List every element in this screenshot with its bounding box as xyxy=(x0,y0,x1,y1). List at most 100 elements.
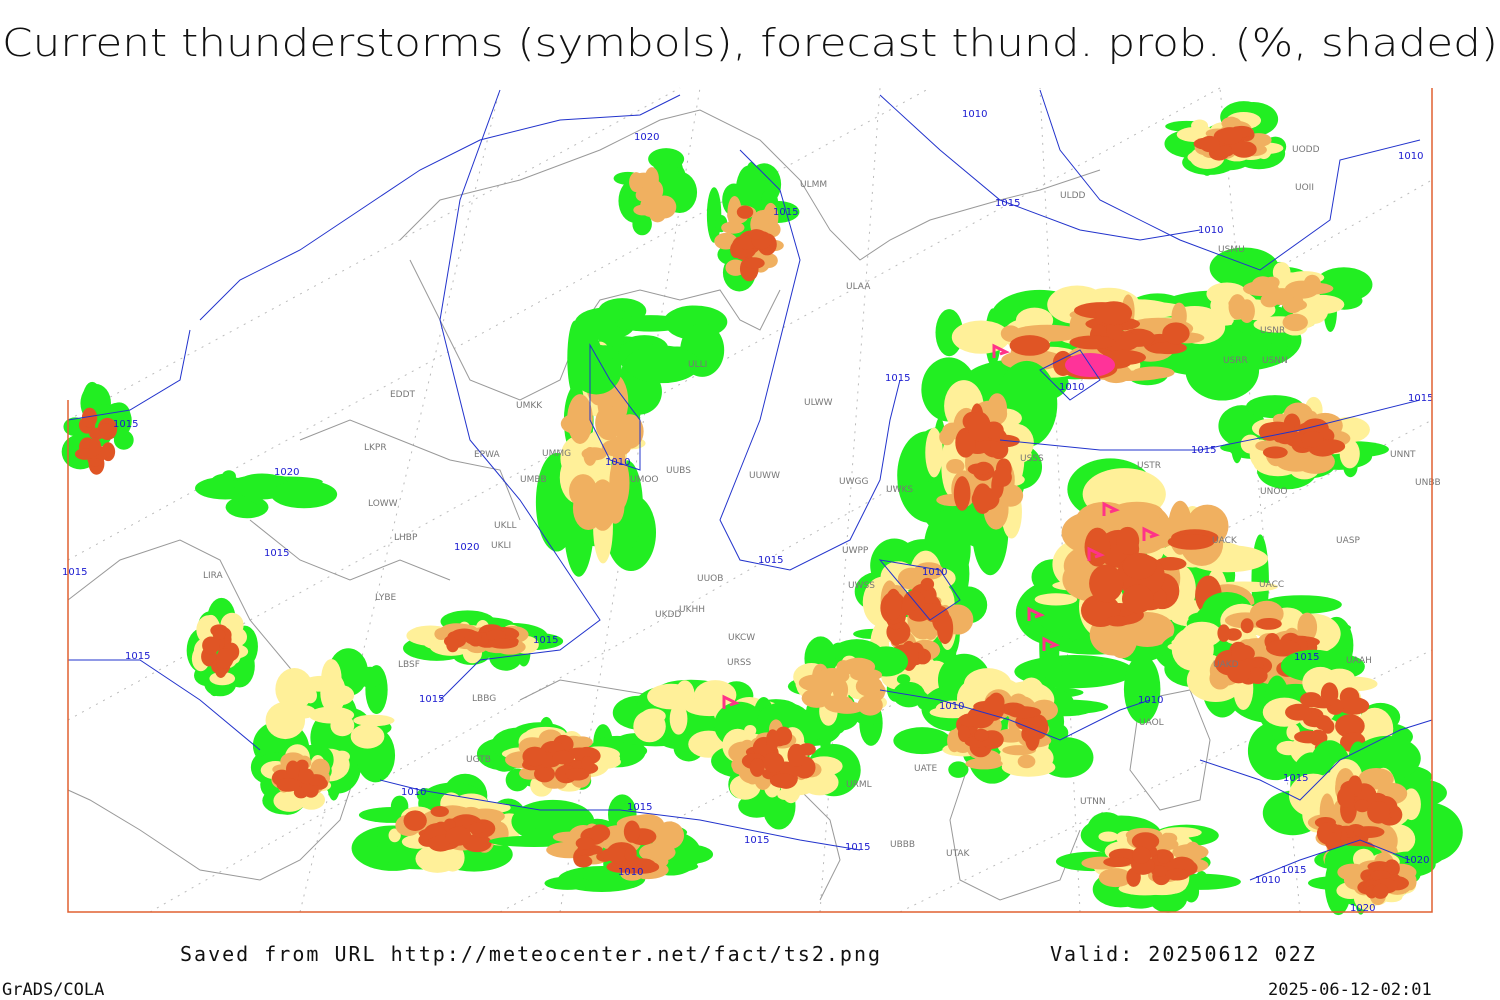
isobar-label: 1020 xyxy=(274,467,299,478)
station-code: UNNT xyxy=(1390,450,1416,460)
isobar-label: 1020 xyxy=(634,132,659,143)
shade-cell xyxy=(721,221,745,234)
shade-cell xyxy=(1367,800,1391,824)
shade-cell xyxy=(1017,754,1036,769)
shade-cell xyxy=(1098,868,1133,888)
shade-cell xyxy=(841,657,876,676)
shade-cell xyxy=(655,821,685,850)
shade-cell xyxy=(867,681,886,702)
isobar xyxy=(589,343,641,471)
shade-cell xyxy=(787,743,806,767)
isobars xyxy=(67,89,1433,881)
shade-cell xyxy=(953,476,971,511)
shade-cell xyxy=(486,629,506,641)
title: Current thunderstorms (symbols), forecas… xyxy=(2,21,1498,65)
shade-cell xyxy=(1217,624,1231,642)
station-code: ULMM xyxy=(800,180,827,190)
isobar-label: 1020 xyxy=(1404,855,1429,866)
shade-cell xyxy=(98,422,114,434)
station-code: UMBB xyxy=(520,475,547,485)
shade-cell xyxy=(736,205,754,219)
shade-cell xyxy=(1106,619,1138,659)
shade-cell xyxy=(1262,446,1288,459)
storm-symbol xyxy=(1027,606,1045,621)
storm-symbol xyxy=(1142,526,1160,541)
shade-cell xyxy=(1226,660,1251,684)
shade-cell xyxy=(624,847,637,862)
shade-cell xyxy=(640,195,661,217)
isobar-label: 1010 xyxy=(962,109,987,120)
station-code: UBBB xyxy=(890,840,915,850)
isobar-label: 1010 xyxy=(1138,695,1163,706)
shade-cell xyxy=(1214,145,1235,157)
shade-cell xyxy=(908,609,930,622)
shade-cell xyxy=(1272,261,1291,283)
shade-cell xyxy=(1084,527,1111,567)
storm-symbol xyxy=(1042,636,1060,651)
shade-cell xyxy=(1314,715,1332,731)
station-code: USNN xyxy=(1262,356,1288,366)
isobar-label: 1015 xyxy=(773,207,798,218)
shade-cell xyxy=(1228,294,1247,320)
shade-cell xyxy=(885,588,902,621)
border xyxy=(249,419,521,581)
station-code: UASP xyxy=(1336,536,1360,546)
shade-cell xyxy=(1024,724,1040,751)
station-code: UMKK xyxy=(516,401,543,411)
shade-cell xyxy=(574,855,593,868)
shade-cell xyxy=(1199,135,1220,153)
shade-cell xyxy=(1149,341,1187,355)
isobar xyxy=(1199,719,1433,881)
shade-cell xyxy=(830,642,847,660)
station-code: UAAH xyxy=(1346,656,1372,666)
station-code: UKHH xyxy=(679,605,705,615)
shade-cell xyxy=(1098,831,1119,842)
shade-cell xyxy=(766,729,780,751)
shade-cell xyxy=(308,706,355,724)
shade-cell xyxy=(893,727,951,755)
station-code: UATE xyxy=(914,764,938,774)
isobar-label: 1015 xyxy=(744,835,769,846)
shade-cell xyxy=(623,820,641,843)
shade-cell xyxy=(573,746,601,765)
shade-cell xyxy=(600,847,632,862)
station-code: URML xyxy=(846,780,872,790)
shade-cell xyxy=(635,188,649,202)
isobar-label: 1010 xyxy=(1398,151,1423,162)
shade-cell xyxy=(575,837,595,850)
shade-cell xyxy=(1354,799,1370,813)
shade-cell xyxy=(765,221,781,238)
shade-cell xyxy=(415,844,460,873)
shade-cell xyxy=(1191,119,1209,132)
station-code: EDDT xyxy=(390,390,416,400)
isobar xyxy=(719,149,901,571)
isobar-label: 1020 xyxy=(454,542,479,553)
isobar-label: 1010 xyxy=(939,701,964,712)
shade-cell xyxy=(525,827,558,844)
isobar-label: 1010 xyxy=(605,457,630,468)
shade-cell xyxy=(326,685,355,706)
probability-shading xyxy=(61,101,1463,916)
shade-cell xyxy=(1337,696,1370,715)
shade-cell xyxy=(209,671,236,686)
shade-cell xyxy=(583,446,597,466)
shade-cell xyxy=(1217,127,1243,145)
shade-cell xyxy=(769,773,797,789)
shade-cell xyxy=(1131,832,1160,851)
shade-cell xyxy=(992,467,1012,487)
shade-cell xyxy=(823,694,854,713)
shade-cell xyxy=(1281,420,1295,441)
software: GrADS/COLA xyxy=(2,980,104,1000)
shade-cell xyxy=(1151,865,1168,877)
shade-cell xyxy=(925,427,943,478)
shade-cell xyxy=(1059,662,1106,675)
shade-cell xyxy=(84,382,99,405)
station-code: UGTB xyxy=(466,755,491,765)
shade-cell xyxy=(629,172,644,193)
isobar-label: 1010 xyxy=(1198,225,1223,236)
isobar-label: 1010 xyxy=(1059,382,1084,393)
shade-cell xyxy=(1370,870,1391,881)
station-code: LIRA xyxy=(203,571,224,581)
shade-cell xyxy=(569,330,603,385)
shade-cell xyxy=(1089,564,1124,603)
